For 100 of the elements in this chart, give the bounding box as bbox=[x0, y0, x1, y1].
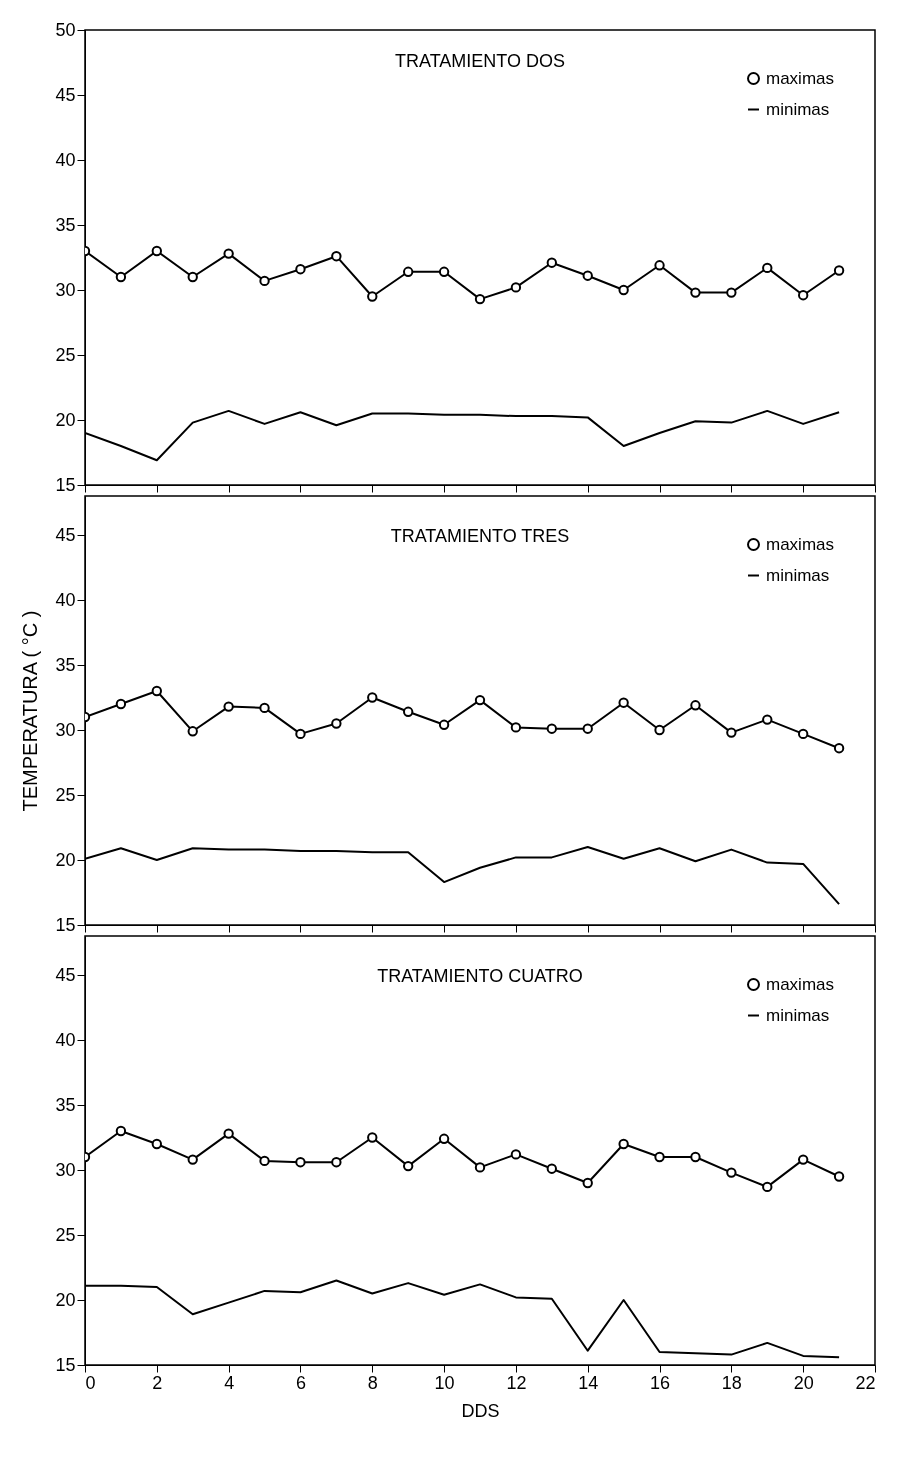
point bbox=[151, 1138, 162, 1150]
point bbox=[403, 706, 414, 717]
x-tick-label: 8 bbox=[367, 1372, 378, 1393]
y-tick-label: 30 bbox=[55, 1159, 76, 1180]
point bbox=[187, 271, 198, 283]
point bbox=[690, 700, 701, 711]
y-tick-label: 15 bbox=[55, 1354, 76, 1375]
legend-label: minimas bbox=[766, 99, 830, 119]
y-tick-label: 30 bbox=[55, 719, 76, 740]
point bbox=[187, 1154, 198, 1165]
y-tick-label: 25 bbox=[55, 344, 76, 365]
x-axis-title: DDS bbox=[461, 1400, 500, 1421]
legend-label: maximas bbox=[766, 68, 835, 88]
point bbox=[726, 287, 737, 298]
point bbox=[618, 284, 629, 296]
point bbox=[438, 266, 450, 277]
point bbox=[546, 1163, 557, 1174]
point bbox=[510, 722, 522, 733]
point bbox=[546, 723, 557, 734]
point bbox=[654, 1151, 665, 1163]
y-tick-label: 35 bbox=[55, 1094, 76, 1115]
x-tick-label: 18 bbox=[721, 1372, 742, 1393]
y-tick-label: 25 bbox=[55, 784, 76, 805]
text: TRATAMIENTO TRES bbox=[390, 526, 570, 546]
point bbox=[510, 1149, 522, 1160]
point bbox=[403, 1160, 414, 1172]
point bbox=[187, 726, 198, 737]
point bbox=[367, 1132, 378, 1143]
x-tick-label: 20 bbox=[793, 1372, 814, 1393]
point bbox=[295, 264, 306, 275]
point bbox=[833, 743, 845, 754]
x-tick-label: 2 bbox=[152, 1372, 163, 1393]
point bbox=[331, 251, 342, 262]
y-tick-label: 15 bbox=[55, 474, 76, 495]
point bbox=[618, 697, 629, 708]
y-tick-label: 45 bbox=[55, 524, 76, 545]
point bbox=[654, 260, 665, 271]
x-tick-label: 4 bbox=[224, 1372, 235, 1393]
text: TRATAMIENTO DOS bbox=[394, 51, 566, 71]
point bbox=[798, 290, 809, 301]
point bbox=[223, 248, 234, 259]
point bbox=[762, 1181, 773, 1193]
point bbox=[367, 291, 378, 302]
point bbox=[690, 1151, 701, 1163]
point bbox=[798, 728, 809, 740]
point bbox=[582, 723, 593, 734]
y-tick-label: 20 bbox=[55, 1289, 76, 1310]
point bbox=[726, 727, 737, 738]
point bbox=[582, 1177, 593, 1189]
x-tick-label: 10 bbox=[434, 1372, 455, 1393]
point bbox=[331, 718, 342, 729]
y-axis-title: TEMPERATURA ( °C ) bbox=[19, 610, 42, 812]
legend-label: maximas bbox=[766, 534, 835, 554]
point bbox=[833, 265, 845, 276]
point bbox=[259, 275, 270, 287]
point bbox=[690, 287, 701, 298]
x-tick-label: 6 bbox=[295, 1372, 306, 1393]
y-tick-label: 30 bbox=[55, 279, 76, 300]
point bbox=[223, 701, 234, 712]
point bbox=[115, 698, 127, 710]
point bbox=[618, 1138, 629, 1150]
point bbox=[223, 1128, 234, 1139]
point bbox=[474, 694, 486, 706]
point bbox=[762, 262, 773, 274]
y-tick-label: 50 bbox=[55, 19, 76, 40]
point bbox=[474, 293, 486, 305]
point bbox=[438, 719, 450, 730]
x-tick-label: 0 bbox=[85, 1372, 96, 1393]
point bbox=[331, 1157, 342, 1168]
y-tick-label: 40 bbox=[55, 589, 76, 610]
point bbox=[726, 1167, 737, 1178]
text: TRATAMIENTO CUATRO bbox=[377, 966, 583, 986]
y-tick-label: 40 bbox=[55, 1029, 76, 1050]
y-tick-label: 15 bbox=[55, 914, 76, 935]
legend-label: minimas bbox=[766, 1005, 830, 1025]
point bbox=[762, 714, 773, 725]
point bbox=[295, 728, 306, 740]
point bbox=[115, 271, 127, 283]
point bbox=[798, 1154, 809, 1165]
point bbox=[367, 692, 378, 703]
x-tick-label: 12 bbox=[506, 1372, 527, 1393]
point bbox=[510, 282, 522, 293]
y-tick-label: 45 bbox=[55, 964, 76, 985]
point bbox=[259, 702, 270, 714]
point bbox=[438, 1133, 450, 1144]
point bbox=[654, 724, 665, 736]
x-tick-label: 14 bbox=[578, 1372, 599, 1393]
point bbox=[833, 1171, 845, 1182]
point bbox=[151, 245, 162, 257]
point bbox=[295, 1157, 306, 1168]
y-tick-label: 35 bbox=[55, 654, 76, 675]
y-tick-label: 45 bbox=[55, 84, 76, 105]
y-tick-label: 20 bbox=[55, 849, 76, 870]
x-tick-label: 16 bbox=[650, 1372, 671, 1393]
point bbox=[115, 1125, 127, 1137]
y-tick-label: 25 bbox=[55, 1224, 76, 1245]
point bbox=[582, 270, 593, 281]
point bbox=[151, 685, 162, 697]
legend-label: maximas bbox=[766, 974, 835, 994]
point bbox=[403, 266, 414, 277]
